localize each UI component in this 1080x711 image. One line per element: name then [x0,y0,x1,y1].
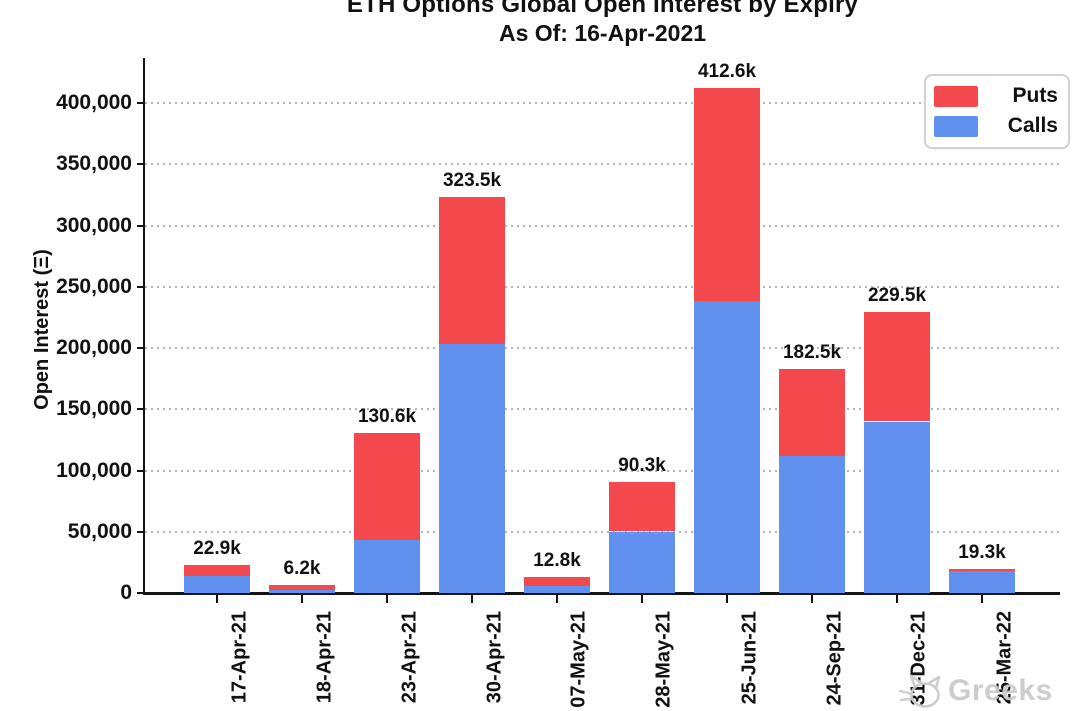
x-tick-mark [896,595,898,603]
bar-total-label: 323.5k [442,169,502,191]
bar-calls-segment [609,531,675,593]
y-tick-mark [137,408,145,411]
x-tick-label: 23-Apr-21 [398,611,420,704]
bar-calls-segment [184,576,250,593]
bar-puts-segment [524,577,590,586]
x-tick-mark [301,595,303,603]
bar-puts-segment [269,585,335,591]
bar-total-label: 412.6k [697,60,757,82]
chart-subtitle: As Of: 16-Apr-2021 [498,20,707,46]
bar-total-label: 182.5k [782,342,842,364]
bar-calls-segment [694,301,760,593]
watermark: Greeks [898,672,1053,710]
bar-total-label: 90.3k [618,455,666,477]
calls-color-swatch [934,115,978,137]
chart-title: ETH Options Global Open Interest by Expi… [145,0,1060,46]
bar-puts-segment [949,569,1015,572]
y-tick-label: 50,000 [67,519,132,543]
x-tick-label: 17-Apr-21 [228,611,250,704]
bar-total-label: 12.8k [533,550,581,572]
bar-total-label: 229.5k [867,284,927,306]
x-tick-mark [556,595,558,603]
y-tick-mark [137,163,145,166]
bar-calls-segment [779,455,845,593]
x-tick-label: 30-Apr-21 [483,611,505,704]
bar-total-label: 130.6k [357,406,417,427]
y-gridline [145,530,1060,533]
y-tick-mark [137,530,145,533]
bar-calls-segment [864,421,930,593]
bar-puts-segment [779,369,845,456]
legend-item-calls: Calls [934,113,1058,139]
y-axis-line [143,58,145,595]
x-tick-mark [726,595,728,603]
bar-total-label: 6.2k [283,558,321,580]
bar-puts-segment [354,433,420,540]
legend-label-calls: Calls [1007,114,1058,137]
y-gridline [145,224,1060,227]
puts-color-swatch [934,85,978,107]
y-gridline [145,285,1060,288]
y-tick-mark [137,592,145,594]
y-tick-mark [137,224,145,227]
legend-item-puts: Puts [934,83,1058,109]
x-tick-label: 24-Sep-21 [823,611,845,706]
x-tick-mark [216,595,218,603]
bar-calls-segment [354,539,420,593]
y-gridline [145,163,1060,166]
bar-total-label: 22.9k [193,537,241,559]
y-tick-mark [137,102,145,104]
x-tick-mark [471,595,473,603]
y-tick-mark [137,469,145,472]
y-tick-label: 400,000 [56,91,132,114]
x-tick-label: 18-Apr-21 [313,611,335,704]
y-tick-mark [137,347,145,349]
bar-puts-segment [864,311,930,422]
chart-title-line1: ETH Options Global Open Interest by Expi… [346,0,859,18]
y-gridline [145,102,1060,104]
bar-calls-segment [269,590,335,593]
y-tick-mark [137,285,145,288]
y-tick-label: 350,000 [56,152,132,176]
x-tick-mark [641,595,643,603]
x-tick-mark [386,595,388,603]
y-tick-label: 150,000 [56,397,132,421]
bar-calls-segment [524,585,590,593]
cat-logo-icon [898,674,941,708]
y-tick-label: 300,000 [56,213,132,237]
watermark-text: Greeks [948,674,1053,707]
bar-puts-segment [184,564,250,577]
legend-label-puts: Puts [1012,84,1058,107]
legend: Puts Calls [924,74,1070,149]
x-tick-label: 07-May-21 [568,611,590,708]
y-gridline [145,347,1060,349]
x-tick-label: 28-May-21 [653,611,675,708]
x-tick-label: 25-Jun-21 [738,611,760,705]
y-tick-label: 200,000 [56,336,132,359]
bar-puts-segment [609,482,675,532]
y-tick-label: 250,000 [56,274,132,298]
y-gridline [145,469,1060,472]
y-tick-label: 100,000 [56,458,132,482]
bar-total-label: 19.3k [958,542,1006,564]
bar-puts-segment [694,87,760,302]
y-gridline [145,408,1060,411]
x-tick-mark [981,595,983,603]
bar-calls-segment [949,571,1015,593]
x-axis-line [143,592,1060,595]
bar-calls-segment [439,344,505,593]
y-tick-label: 0 [120,581,132,604]
bar-puts-segment [439,196,505,345]
x-tick-mark [811,595,813,603]
